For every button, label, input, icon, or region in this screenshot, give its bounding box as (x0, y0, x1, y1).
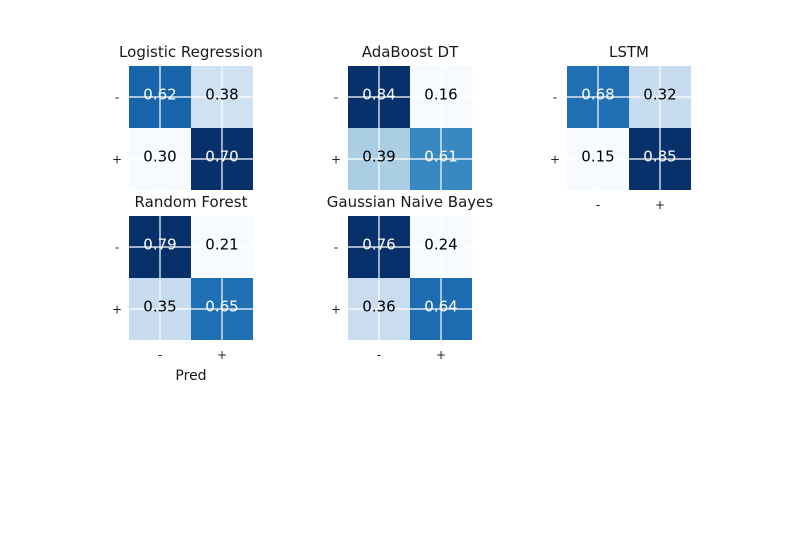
cell-value-label: 0.16 (424, 86, 457, 104)
panel-2: 0.68 0.32 0.15 0.85 LSTM - + - + (550, 43, 691, 212)
y-tick-label: - (553, 91, 557, 105)
panel-title: Random Forest (135, 193, 248, 211)
panel-3: 0.79 0.21 0.35 0.65 Random Forest - + - + Pred (112, 193, 253, 384)
cell-value-label: 0.68 (581, 86, 614, 104)
cell-value-label: 0.30 (143, 148, 176, 166)
cell-value-label: 0.61 (424, 148, 457, 166)
cell-value-label: 0.35 (143, 298, 176, 316)
cell-value-label: 0.70 (205, 148, 238, 166)
cell-value-label: 0.24 (424, 236, 457, 254)
panels-group: 0.62 0.38 0.30 0.70 Logistic Regression - +0.8… (112, 43, 691, 384)
y-tick-label: + (331, 303, 341, 317)
y-tick-label: + (550, 153, 560, 167)
cell-value-label: 0.39 (362, 148, 395, 166)
x-tick-label: + (436, 348, 446, 362)
panel-title: Gaussian Naive Bayes (327, 193, 494, 211)
y-tick-label: - (115, 91, 119, 105)
y-tick-label: - (334, 91, 338, 105)
cell-value-label: 0.64 (424, 298, 457, 316)
x-tick-label: - (158, 348, 162, 362)
cell-value-label: 0.65 (205, 298, 238, 316)
x-tick-label: - (377, 348, 381, 362)
y-tick-label: - (115, 241, 119, 255)
cell-value-label: 0.76 (362, 236, 395, 254)
y-tick-label: + (112, 153, 122, 167)
panel-1: 0.84 0.16 0.39 0.61 AdaBoost DT - + (331, 43, 472, 190)
y-tick-label: - (334, 241, 338, 255)
panel-title: AdaBoost DT (362, 43, 459, 61)
cell-value-label: 0.36 (362, 298, 395, 316)
panel-0: 0.62 0.38 0.30 0.70 Logistic Regression - + (112, 43, 263, 190)
x-tick-label: - (596, 198, 600, 212)
cell-value-label: 0.21 (205, 236, 238, 254)
y-tick-label: + (331, 153, 341, 167)
cell-value-label: 0.79 (143, 236, 176, 254)
cell-value-label: 0.32 (643, 86, 676, 104)
y-tick-label: + (112, 303, 122, 317)
cell-value-label: 0.84 (362, 86, 395, 104)
panel-4: 0.76 0.24 0.36 0.64 Gaussian Naive Bayes - + - + (327, 193, 494, 362)
panel-title: LSTM (609, 43, 649, 61)
cell-value-label: 0.38 (205, 86, 238, 104)
x-tick-label: + (655, 198, 665, 212)
cell-value-label: 0.62 (143, 86, 176, 104)
x-tick-label: + (217, 348, 227, 362)
cell-value-label: 0.85 (643, 148, 676, 166)
panel-title: Logistic Regression (119, 43, 263, 61)
x-axis-label: Pred (175, 368, 206, 384)
cell-value-label: 0.15 (581, 148, 614, 166)
